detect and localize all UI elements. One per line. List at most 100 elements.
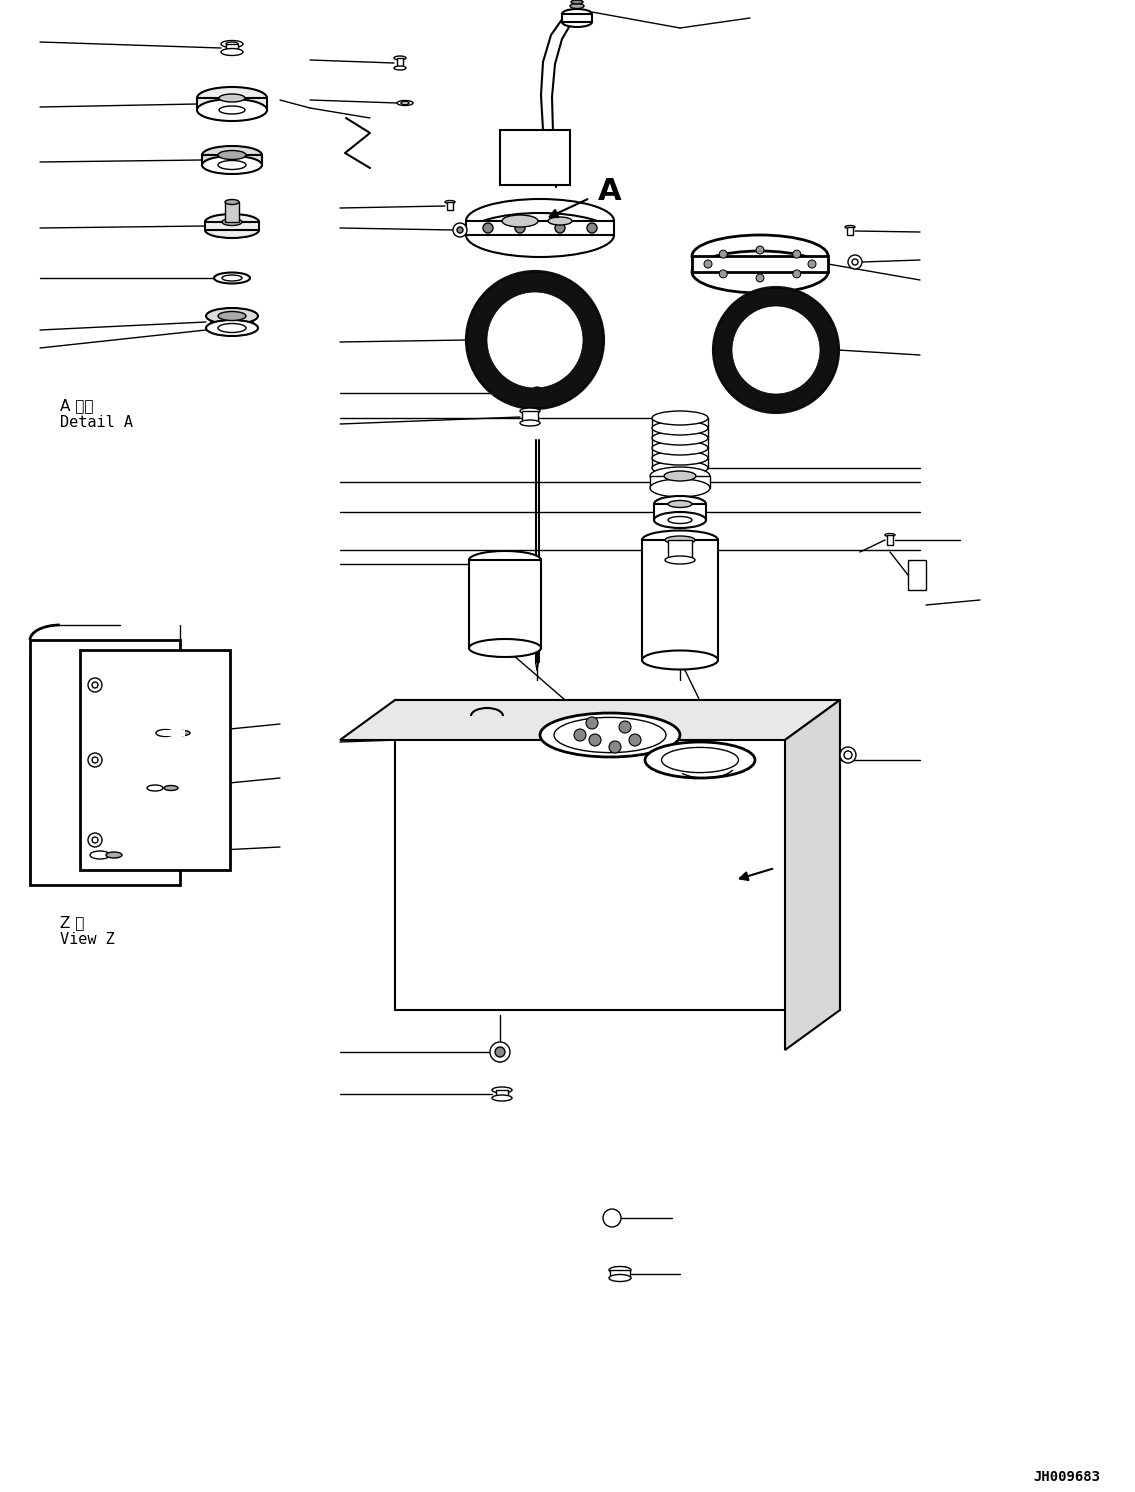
Bar [197, 98, 267, 110]
Circle shape [792, 270, 801, 278]
Ellipse shape [651, 431, 708, 445]
Bar [469, 560, 541, 648]
Ellipse shape [401, 101, 409, 104]
Ellipse shape [654, 495, 706, 512]
Circle shape [92, 756, 98, 762]
Circle shape [484, 222, 493, 233]
Circle shape [714, 288, 838, 412]
Ellipse shape [218, 161, 246, 170]
Ellipse shape [205, 307, 258, 324]
Bar [908, 560, 926, 589]
Bar [672, 536, 688, 542]
Circle shape [89, 833, 102, 847]
Ellipse shape [642, 531, 718, 549]
Ellipse shape [221, 40, 243, 48]
Circle shape [609, 742, 621, 753]
Ellipse shape [221, 49, 243, 55]
Bar [205, 222, 259, 230]
Ellipse shape [670, 533, 690, 539]
Ellipse shape [163, 785, 178, 791]
Polygon shape [30, 640, 180, 885]
Polygon shape [79, 651, 230, 870]
Bar [202, 155, 262, 166]
Bar [226, 43, 238, 52]
Circle shape [453, 222, 466, 237]
Ellipse shape [520, 407, 540, 413]
Polygon shape [785, 700, 840, 1050]
Ellipse shape [692, 236, 829, 278]
Ellipse shape [651, 410, 708, 425]
Ellipse shape [197, 87, 267, 109]
Circle shape [603, 1209, 621, 1226]
Ellipse shape [609, 1267, 631, 1274]
Circle shape [840, 747, 856, 762]
Ellipse shape [469, 639, 541, 656]
Polygon shape [395, 700, 840, 1010]
Circle shape [619, 721, 631, 733]
Circle shape [808, 260, 816, 269]
Bar [197, 98, 267, 110]
Ellipse shape [665, 557, 695, 564]
Ellipse shape [662, 747, 739, 773]
Ellipse shape [222, 275, 242, 280]
Ellipse shape [650, 479, 711, 497]
Text: Detail A: Detail A [60, 415, 133, 430]
Circle shape [555, 222, 565, 233]
Ellipse shape [202, 146, 262, 164]
Bar [654, 504, 706, 521]
Bar [397, 58, 403, 69]
Circle shape [487, 292, 583, 388]
Circle shape [515, 222, 526, 233]
Circle shape [756, 275, 764, 282]
Ellipse shape [844, 225, 855, 228]
Ellipse shape [520, 421, 540, 427]
Ellipse shape [651, 421, 708, 436]
Ellipse shape [226, 42, 238, 46]
Ellipse shape [562, 9, 592, 19]
Ellipse shape [692, 251, 829, 292]
Circle shape [457, 227, 463, 233]
Bar [692, 257, 829, 272]
Ellipse shape [205, 213, 259, 230]
Ellipse shape [651, 451, 708, 466]
Ellipse shape [885, 534, 896, 537]
Bar [609, 1270, 630, 1279]
Ellipse shape [202, 157, 262, 175]
Ellipse shape [394, 57, 406, 60]
Bar [225, 201, 239, 222]
Circle shape [792, 251, 801, 258]
Bar [692, 257, 829, 272]
Circle shape [720, 270, 728, 278]
Bar [496, 1091, 508, 1098]
Ellipse shape [394, 66, 406, 70]
Bar [642, 540, 718, 659]
Ellipse shape [219, 106, 245, 113]
Ellipse shape [218, 324, 246, 333]
Ellipse shape [466, 213, 614, 257]
Bar [466, 221, 614, 236]
Ellipse shape [642, 651, 718, 670]
Bar [202, 155, 262, 166]
Ellipse shape [215, 273, 250, 283]
Ellipse shape [548, 216, 572, 225]
Bar [205, 222, 259, 230]
Circle shape [589, 734, 602, 746]
Bar [650, 476, 711, 488]
Bar [501, 130, 570, 185]
Circle shape [704, 260, 712, 269]
Circle shape [586, 718, 598, 730]
Ellipse shape [669, 516, 692, 524]
Ellipse shape [645, 742, 755, 777]
Circle shape [848, 255, 861, 269]
Ellipse shape [650, 467, 711, 485]
Bar [469, 560, 541, 648]
Ellipse shape [218, 312, 246, 321]
Ellipse shape [466, 198, 614, 243]
Ellipse shape [491, 1088, 512, 1094]
Text: Z: Z [777, 879, 802, 913]
Circle shape [89, 677, 102, 692]
Bar [886, 536, 893, 545]
Ellipse shape [90, 850, 110, 859]
Circle shape [852, 260, 858, 266]
Text: A: A [598, 178, 622, 206]
